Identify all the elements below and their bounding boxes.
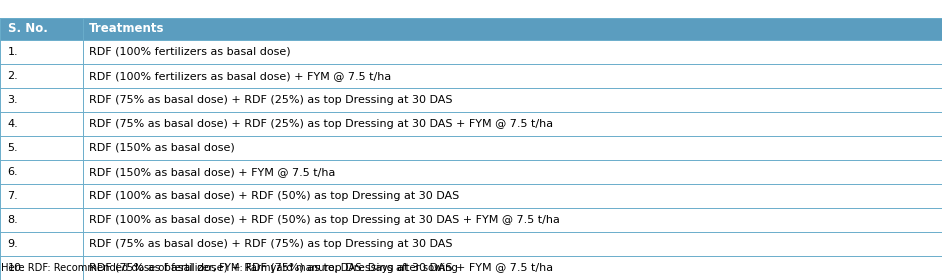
Bar xyxy=(0,232,942,256)
Text: RDF (150% as basal dose): RDF (150% as basal dose) xyxy=(89,143,235,153)
Text: 2.: 2. xyxy=(8,71,18,81)
Text: RDF (75% as basal dose) + RDF (75%) as top Dressing at 30 DAS + FYM @ 7.5 t/ha: RDF (75% as basal dose) + RDF (75%) as t… xyxy=(89,263,553,273)
Bar xyxy=(0,184,942,208)
Text: RDF (75% as basal dose) + RDF (25%) as top Dressing at 30 DAS: RDF (75% as basal dose) + RDF (25%) as t… xyxy=(89,95,452,105)
Text: 6.: 6. xyxy=(8,167,18,177)
Text: 8.: 8. xyxy=(8,215,18,225)
Text: 10.: 10. xyxy=(8,263,25,273)
Text: 9.: 9. xyxy=(8,239,18,249)
Text: 1.: 1. xyxy=(8,47,18,57)
Text: Here RDF: Recommended dose of fertilizer, FYM: Farmyard manure, DAS: Days after : Here RDF: Recommended dose of fertilizer… xyxy=(1,263,458,273)
Text: RDF (100% as basal dose) + RDF (50%) as top Dressing at 30 DAS + FYM @ 7.5 t/ha: RDF (100% as basal dose) + RDF (50%) as … xyxy=(89,215,560,225)
Text: 5.: 5. xyxy=(8,143,18,153)
Bar xyxy=(0,160,942,184)
Text: 3.: 3. xyxy=(8,95,18,105)
Text: 4.: 4. xyxy=(8,119,18,129)
Bar xyxy=(0,40,942,64)
Bar xyxy=(0,112,942,136)
Bar xyxy=(0,88,942,112)
Text: 7.: 7. xyxy=(8,191,18,201)
Bar xyxy=(0,18,942,40)
Text: RDF (100% as basal dose) + RDF (50%) as top Dressing at 30 DAS: RDF (100% as basal dose) + RDF (50%) as … xyxy=(89,191,459,201)
Text: RDF (75% as basal dose) + RDF (25%) as top Dressing at 30 DAS + FYM @ 7.5 t/ha: RDF (75% as basal dose) + RDF (25%) as t… xyxy=(89,119,553,129)
Text: RDF (75% as basal dose) + RDF (75%) as top Dressing at 30 DAS: RDF (75% as basal dose) + RDF (75%) as t… xyxy=(89,239,452,249)
Bar xyxy=(0,208,942,232)
Text: RDF (100% fertilizers as basal dose) + FYM @ 7.5 t/ha: RDF (100% fertilizers as basal dose) + F… xyxy=(89,71,391,81)
Bar xyxy=(0,136,942,160)
Bar xyxy=(0,256,942,280)
Text: Treatments: Treatments xyxy=(89,22,164,36)
Text: RDF (150% as basal dose) + FYM @ 7.5 t/ha: RDF (150% as basal dose) + FYM @ 7.5 t/h… xyxy=(89,167,335,177)
Text: S. No.: S. No. xyxy=(8,22,47,36)
Bar xyxy=(0,64,942,88)
Text: RDF (100% fertilizers as basal dose): RDF (100% fertilizers as basal dose) xyxy=(89,47,290,57)
